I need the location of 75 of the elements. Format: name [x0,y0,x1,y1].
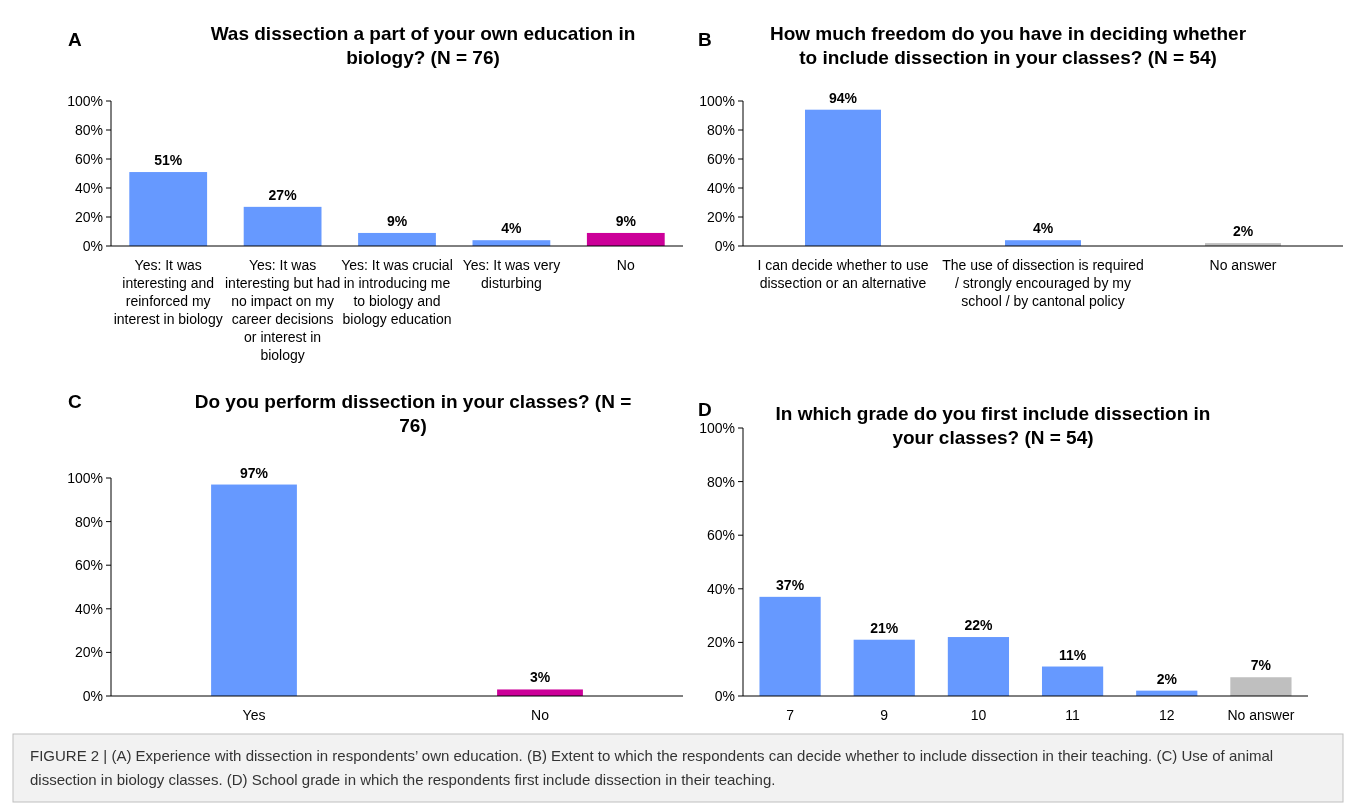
data-label: 4% [1032,220,1054,237]
text: A [68,29,82,50]
data-label: 3% [529,669,551,686]
y-tick-label: 60% [706,527,735,544]
y-tick-label: 20% [706,634,735,651]
x-tick-label: 11 [1065,707,1081,723]
y-tick-label: 100% [699,92,735,109]
data-label: 27% [268,186,298,203]
y-tick-label: 80% [706,473,735,490]
chart-title: In which grade do you first include dissection in your classes? (N = 54) [775,403,1211,448]
y-tick-label: 60% [74,150,103,167]
x-tick-label: 7 [786,707,795,723]
chart-title: How much freedom do you have in deciding whether to include dissection in your classes? (N = 54) [769,23,1247,68]
data-label: 97% [239,464,269,481]
bar [586,232,665,246]
x-tick-label: No [531,707,550,723]
text: D [698,399,712,420]
x-tick-label: No [616,257,635,273]
bar [759,596,821,696]
y-tick-label: 20% [74,644,103,661]
bar [1230,677,1292,696]
x-tick-label: 10 [970,707,987,723]
bar [358,232,436,246]
x-tick-label: I can decide whether to use dissection or an alternative [757,257,929,291]
y-tick-label: 40% [706,179,735,196]
y-tick-label: 0% [714,687,735,704]
chart-title: Do you perform dissection in your classes? (N = 76) [194,391,632,436]
x-tick-label: Yes: It was interesting and reinforced my interest in biology [113,257,223,327]
y-tick-label: 60% [74,557,103,574]
data-label: 94% [828,89,858,106]
y-tick-label: 60% [706,150,735,167]
bar [243,206,322,246]
y-tick-label: 20% [706,208,735,225]
text: C [68,391,82,412]
data-label: 22% [964,617,993,634]
data-label: 37% [776,576,805,593]
x-tick-label: The use of dissection is required / strongly encouraged by my school / by cantonal policy [942,257,1144,309]
text: B [698,29,712,50]
y-tick-label: 20% [74,208,103,225]
data-label: 2% [1232,223,1254,240]
data-label: 11% [1058,646,1087,663]
x-tick-label: Yes: It was very disturbing [462,257,561,291]
x-tick-label: Yes [242,707,266,723]
x-tick-label: No answer [1227,707,1295,723]
data-label: 9% [615,212,637,229]
y-tick-label: 100% [67,469,103,486]
y-tick-label: 0% [714,237,735,254]
y-tick-label: 80% [706,121,735,138]
x-tick-label: No answer [1209,257,1277,273]
x-tick-label: 9 [880,707,889,723]
bar [805,109,881,246]
bar [129,172,208,246]
data-label: 51% [154,152,183,169]
y-tick-label: 100% [699,419,735,436]
data-label: 7% [1250,657,1272,674]
y-tick-label: 80% [74,121,103,138]
y-tick-label: 40% [74,179,103,196]
x-tick-label: Yes: It was interesting but had no impact on my career decisions or interest in biology [225,257,341,363]
data-label: 4% [501,220,523,237]
x-tick-label: 12 [1158,707,1175,723]
caption: FIGURE 2 | (A) Experience with dissection in respondents’ own education. (B) Extent to which the respondents can decide whether to include dissection in their teaching. (C) Use of animal dissection in biology classes. (D) School grade in which the respondents first include dissection in their teaching. [30,747,1274,788]
y-tick-label: 0% [82,237,103,254]
y-tick-label: 100% [67,92,103,109]
chart-title: Was dissection a part of your own education in biology? (N = 76) [210,23,636,68]
data-label: 9% [386,212,408,229]
y-tick-label: 40% [74,600,103,617]
bar [947,637,1010,696]
y-tick-label: 40% [706,580,735,597]
data-label: 21% [870,619,899,636]
y-tick-label: 80% [74,513,103,530]
x-tick-label: Yes: It was crucial in introducing me to biology and biology education [341,257,453,327]
bar [853,639,915,696]
data-label: 2% [1156,670,1178,687]
y-tick-label: 0% [82,687,103,704]
bar [1041,666,1104,696]
